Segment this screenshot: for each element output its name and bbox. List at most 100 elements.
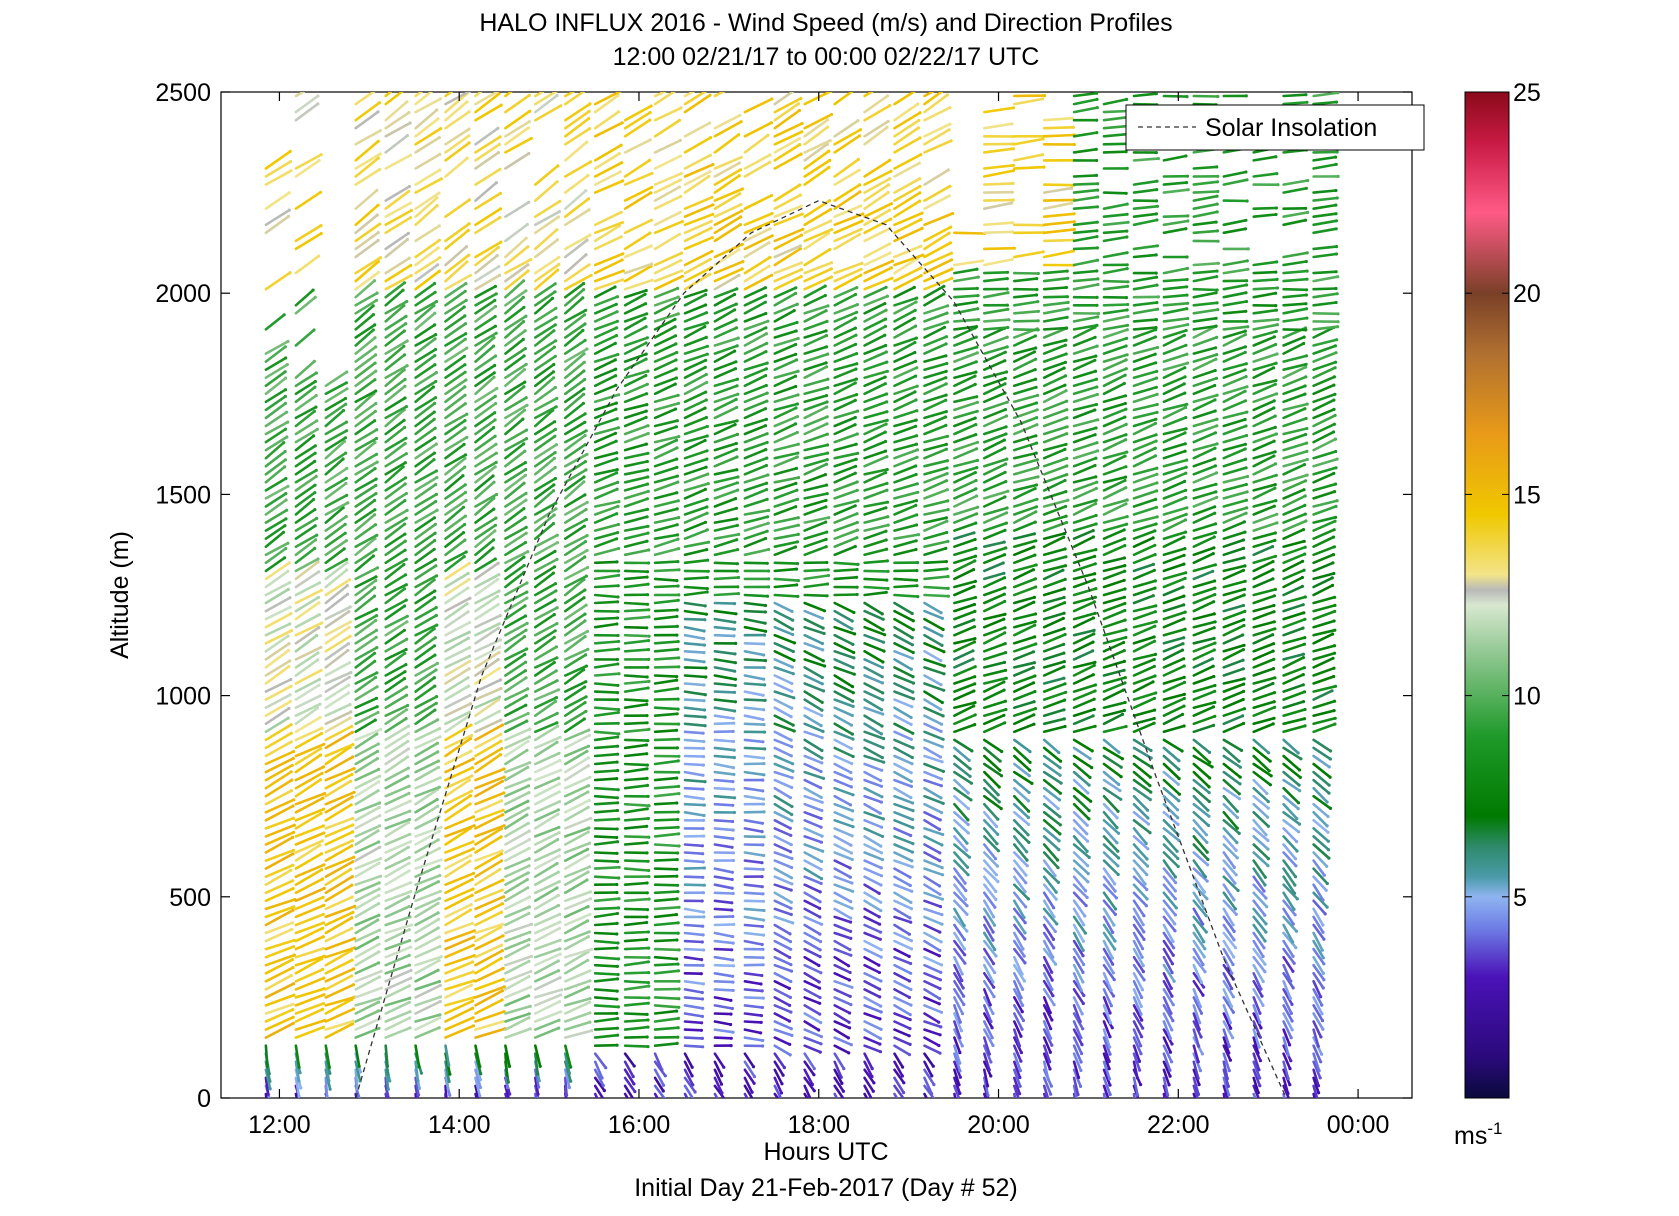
wind-barb — [444, 757, 475, 774]
wind-barb — [773, 516, 800, 524]
wind-barb — [773, 467, 798, 476]
wind-barb-tip — [314, 538, 318, 542]
wind-barb-tip — [463, 363, 467, 367]
wind-barb — [354, 711, 380, 726]
wind-barb — [713, 818, 734, 823]
wind-barb — [773, 268, 803, 283]
wind-barb — [833, 480, 859, 492]
wind-barb-tip — [375, 452, 379, 456]
wind-barb — [504, 821, 530, 838]
wind-barb — [354, 928, 381, 943]
wind-barb — [264, 191, 291, 210]
wind-barb — [474, 143, 501, 162]
wind-barb — [294, 863, 326, 879]
wind-barb — [444, 859, 472, 879]
wind-barb-tip — [377, 805, 381, 810]
wind-barb-tip — [700, 940, 704, 944]
wind-barb — [414, 476, 439, 492]
wind-barb-tip — [437, 1026, 441, 1030]
wind-barb-tip — [675, 419, 679, 423]
wind-barb-tip — [557, 255, 561, 259]
wind-barb — [444, 550, 468, 565]
wind-barb — [294, 976, 326, 991]
wind-barb-tip — [587, 263, 591, 267]
wind-barb — [893, 584, 919, 589]
wind-barb-tip — [286, 716, 290, 720]
wind-barb-tip — [885, 559, 890, 563]
wind-barb-tip — [830, 92, 833, 93]
wind-barb-tip — [317, 683, 321, 687]
wind-barb-tip — [439, 825, 443, 829]
wind-barb-tip — [470, 960, 475, 964]
wind-barb-tip — [768, 227, 772, 231]
wind-barb-tip — [345, 557, 349, 561]
wind-barb — [833, 786, 855, 797]
wind-barb — [294, 491, 317, 508]
wind-barb — [773, 625, 795, 636]
wind-barb — [803, 979, 821, 990]
wind-barb-tip — [828, 247, 832, 252]
wind-barb — [324, 649, 350, 669]
wind-barb-tip — [739, 81, 742, 84]
wind-barb — [384, 976, 413, 991]
wind-barb-tip — [417, 1065, 421, 1069]
wind-barb — [863, 947, 883, 959]
wind-barb-tip — [434, 379, 438, 384]
wind-barb-tip — [409, 968, 413, 973]
wind-barb — [803, 996, 822, 1005]
wind-barb-tip — [284, 546, 288, 551]
wind-barb — [504, 428, 528, 444]
wind-barb-tip — [405, 100, 409, 104]
wind-barb-tip — [909, 907, 914, 911]
wind-barb — [683, 311, 708, 323]
wind-barb-tip — [709, 226, 713, 230]
wind-barb-tip — [464, 378, 468, 382]
wind-barb-tip — [648, 110, 652, 115]
wind-barb-tip — [498, 167, 502, 171]
wind-barb-tip — [858, 190, 862, 194]
wind-barb — [803, 1060, 816, 1076]
wind-barb-tip — [528, 930, 532, 934]
wind-barb — [863, 430, 887, 444]
wind-barb — [773, 505, 798, 516]
wind-barb-tip — [614, 401, 619, 405]
wind-barb — [414, 500, 438, 516]
wind-barb — [504, 403, 529, 420]
wind-barb-tip — [291, 1002, 295, 1006]
wind-barb-tip — [316, 651, 320, 655]
wind-barb-tip — [614, 439, 618, 443]
wind-barb — [354, 801, 381, 814]
wind-barb-tip — [701, 731, 705, 735]
wind-barb — [623, 1076, 637, 1093]
wind-barb — [384, 809, 412, 822]
wind-barb — [504, 92, 513, 98]
wind-barb-tip — [553, 434, 557, 438]
wind-barb — [504, 838, 531, 854]
wind-barb-tip — [523, 652, 527, 657]
wind-barb-tip — [879, 948, 883, 952]
wind-barb-tip — [617, 569, 621, 573]
wind-barb-tip — [762, 723, 766, 727]
wind-barb-tip — [700, 899, 704, 903]
wind-barb — [563, 997, 592, 1007]
wind-barb — [893, 746, 914, 759]
wind-barb — [623, 802, 651, 808]
wind-barb-tip — [887, 208, 892, 212]
wind-barb-tip — [527, 994, 531, 998]
wind-barb-tip — [877, 915, 881, 919]
wind-barb-tip — [761, 867, 765, 872]
wind-barb-tip — [438, 168, 442, 172]
wind-barb — [264, 160, 292, 178]
wind-barb — [354, 671, 379, 685]
wind-barb-tip — [288, 149, 292, 153]
wind-barb — [683, 866, 706, 870]
wind-barb — [414, 204, 439, 227]
wind-barb — [474, 594, 499, 613]
wind-barb-tip — [463, 393, 467, 397]
wind-barb-tip — [616, 584, 620, 588]
wind-barb — [653, 407, 677, 420]
wind-barb-tip — [849, 843, 853, 847]
wind-barb — [294, 634, 319, 653]
wind-barb-tip — [705, 528, 709, 532]
wind-barb-tip — [555, 238, 560, 242]
